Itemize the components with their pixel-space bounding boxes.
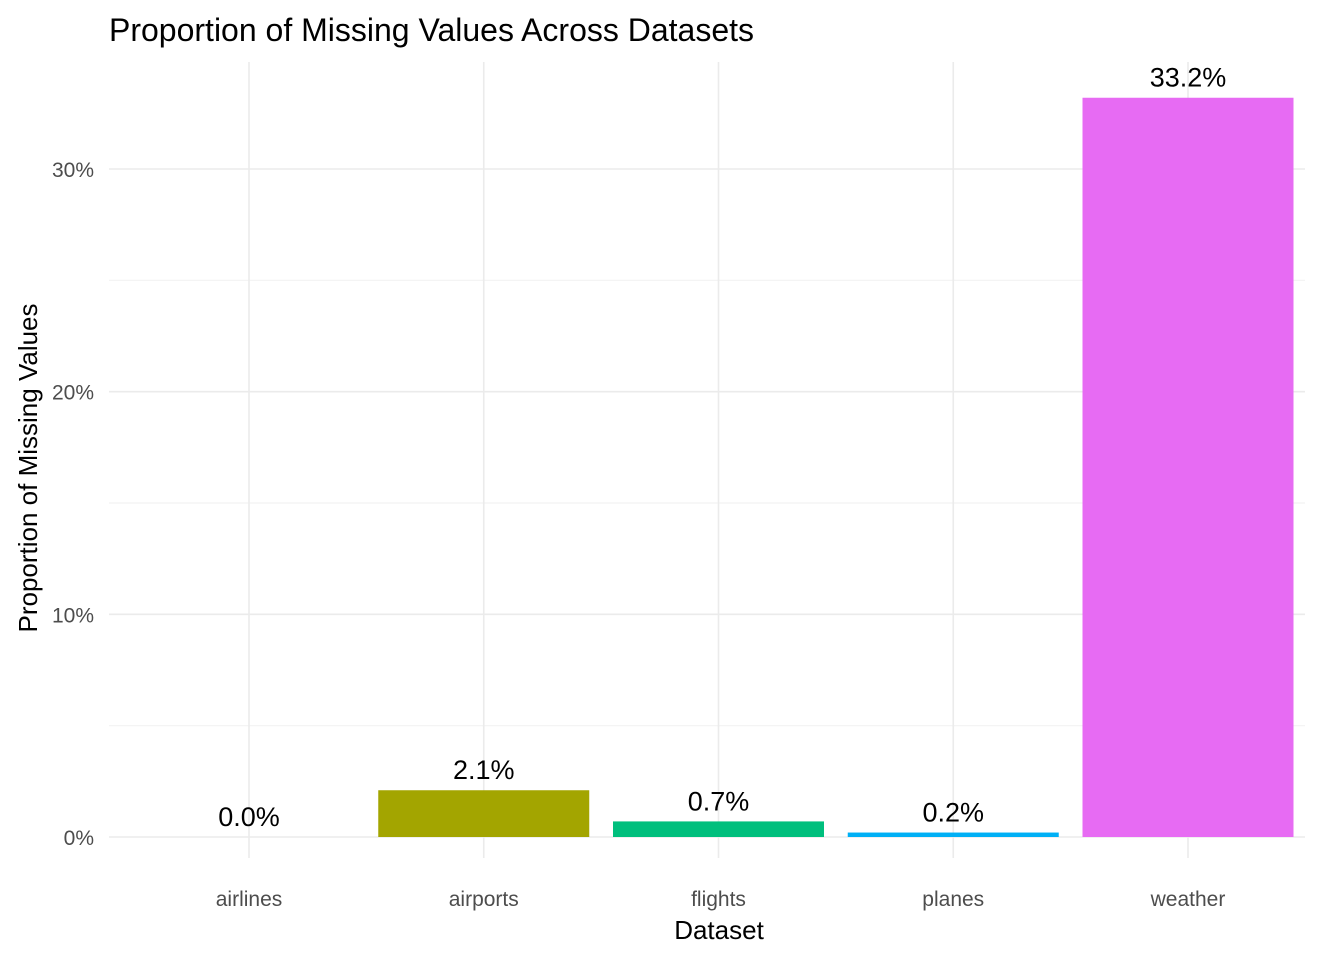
y-tick-label: 10% — [52, 604, 94, 627]
x-tick-label: planes — [922, 888, 984, 911]
data-label-flights: 0.7% — [688, 786, 750, 816]
bars — [378, 97, 1294, 838]
y-axis-title: Proportion of Missing Values — [13, 303, 43, 632]
bar-weather — [1082, 97, 1294, 838]
data-label-weather: 33.2% — [1150, 63, 1227, 93]
y-tick-label: 30% — [52, 159, 94, 182]
data-label-airports: 2.1% — [453, 755, 515, 785]
x-tick-label: airports — [449, 888, 519, 911]
bar-planes — [847, 832, 1059, 837]
y-tick-label: 0% — [64, 827, 94, 850]
x-axis-title: Dataset — [674, 915, 764, 945]
y-tick-label: 20% — [52, 382, 94, 405]
x-axis-ticks: airlines airports flights planes weather — [216, 888, 1226, 911]
data-label-airlines: 0.0% — [218, 802, 280, 832]
chart-title: Proportion of Missing Values Across Data… — [109, 12, 754, 48]
x-tick-label: airlines — [216, 888, 283, 911]
x-tick-label: flights — [691, 888, 746, 911]
bar-flights — [613, 821, 824, 837]
y-axis-ticks: 0% 10% 20% 30% — [52, 159, 94, 850]
bar-airports — [378, 790, 590, 837]
data-labels: 0.0% 2.1% 0.7% 0.2% 33.2% — [218, 63, 1226, 832]
x-tick-label: weather — [1150, 888, 1226, 911]
data-label-planes: 0.2% — [922, 798, 984, 828]
